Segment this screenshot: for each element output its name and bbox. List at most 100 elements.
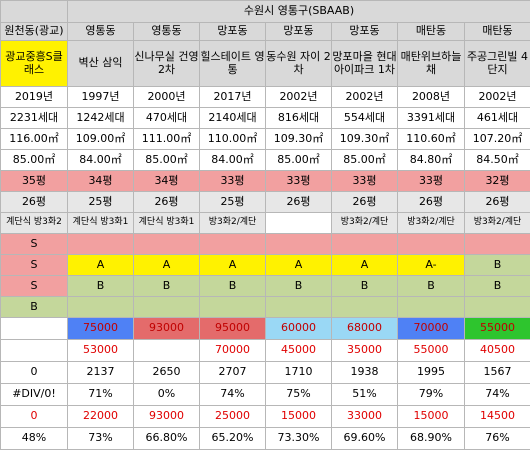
- ratio-cell[interactable]: 73%: [67, 427, 134, 450]
- grade-cell[interactable]: B: [133, 275, 200, 297]
- per-pyeong-cell[interactable]: 0: [0, 361, 68, 384]
- structure-cell[interactable]: 계단식 방3화1: [67, 212, 134, 234]
- ratio-cell[interactable]: #DIV/0!: [0, 383, 68, 406]
- household-cell[interactable]: 816세대: [265, 107, 332, 129]
- grade-cell[interactable]: [67, 296, 134, 318]
- gap-cell[interactable]: 93000: [133, 405, 200, 428]
- supply-pyeong-cell[interactable]: 34평: [133, 170, 200, 192]
- grade-cell[interactable]: [464, 296, 530, 318]
- structure-cell[interactable]: 방3화2/계단: [464, 212, 530, 234]
- jeonse-price-cell[interactable]: 35000: [331, 339, 398, 362]
- ratio-cell[interactable]: 73.30%: [265, 427, 332, 450]
- grade-cell[interactable]: A: [265, 254, 332, 276]
- jeonse-price-cell[interactable]: 70000: [199, 339, 266, 362]
- sale-price-cell[interactable]: 75000: [67, 317, 134, 340]
- exclusive-pyeong-cell[interactable]: 26평: [464, 191, 530, 213]
- sale-price-cell[interactable]: 68000: [331, 317, 398, 340]
- ratio-cell[interactable]: 75%: [265, 383, 332, 406]
- supply-area-cell[interactable]: 107.20㎡: [464, 128, 530, 150]
- exclusive-pyeong-cell[interactable]: 25평: [199, 191, 266, 213]
- year-cell[interactable]: 2002년: [331, 86, 398, 108]
- year-cell[interactable]: 2000년: [133, 86, 200, 108]
- household-cell[interactable]: 554세대: [331, 107, 398, 129]
- jeonse-price-cell[interactable]: 45000: [265, 339, 332, 362]
- year-cell[interactable]: 2002년: [265, 86, 332, 108]
- per-pyeong-cell[interactable]: 1995: [397, 361, 465, 384]
- apartment-name-cell[interactable]: 벽산 삼익: [67, 40, 134, 87]
- supply-pyeong-cell[interactable]: 33평: [265, 170, 332, 192]
- exclusive-area-cell[interactable]: 85.00㎡: [331, 149, 398, 171]
- supply-area-cell[interactable]: 109.30㎡: [265, 128, 332, 150]
- jeonse-price-cell[interactable]: 53000: [67, 339, 134, 362]
- gap-cell[interactable]: 22000: [67, 405, 134, 428]
- grade-cell[interactable]: S: [0, 233, 68, 255]
- ratio-cell[interactable]: 48%: [0, 427, 68, 450]
- per-pyeong-cell[interactable]: 2650: [133, 361, 200, 384]
- exclusive-pyeong-cell[interactable]: 25평: [67, 191, 134, 213]
- sale-price-cell[interactable]: 70000: [397, 317, 465, 340]
- grade-cell[interactable]: A: [133, 254, 200, 276]
- region-cell[interactable]: 영통동: [67, 22, 134, 41]
- grade-cell[interactable]: [133, 233, 200, 255]
- sale-price-cell[interactable]: 93000: [133, 317, 200, 340]
- exclusive-area-cell[interactable]: 85.00㎡: [0, 149, 68, 171]
- household-cell[interactable]: 3391세대: [397, 107, 465, 129]
- gap-cell[interactable]: 33000: [331, 405, 398, 428]
- supply-area-cell[interactable]: 109.30㎡: [331, 128, 398, 150]
- exclusive-pyeong-cell[interactable]: 26평: [0, 191, 68, 213]
- grade-cell[interactable]: B: [67, 275, 134, 297]
- ratio-cell[interactable]: 68.90%: [397, 427, 465, 450]
- ratio-cell[interactable]: 76%: [464, 427, 530, 450]
- supply-area-cell[interactable]: 111.00㎡: [133, 128, 200, 150]
- household-cell[interactable]: 461세대: [464, 107, 530, 129]
- gap-cell[interactable]: 25000: [199, 405, 266, 428]
- grade-cell[interactable]: [397, 296, 465, 318]
- sale-price-cell[interactable]: [0, 317, 68, 340]
- supply-area-cell[interactable]: 110.60㎡: [397, 128, 465, 150]
- grade-cell[interactable]: [464, 233, 530, 255]
- per-pyeong-cell[interactable]: 2707: [199, 361, 266, 384]
- household-cell[interactable]: 2231세대: [0, 107, 68, 129]
- household-cell[interactable]: 1242세대: [67, 107, 134, 129]
- sale-price-cell[interactable]: 55000: [464, 317, 530, 340]
- supply-pyeong-cell[interactable]: 33평: [199, 170, 266, 192]
- supply-pyeong-cell[interactable]: 33평: [331, 170, 398, 192]
- apartment-name-cell[interactable]: 광교중흥S클래스: [0, 40, 68, 87]
- grade-cell[interactable]: [397, 233, 465, 255]
- structure-cell[interactable]: [265, 212, 332, 234]
- title-spacer-cell[interactable]: [0, 0, 68, 23]
- exclusive-pyeong-cell[interactable]: 26평: [133, 191, 200, 213]
- apartment-name-cell[interactable]: 매탄위브하늘채: [397, 40, 465, 87]
- per-pyeong-cell[interactable]: 1938: [331, 361, 398, 384]
- region-cell[interactable]: 매탄동: [397, 22, 465, 41]
- year-cell[interactable]: 1997년: [67, 86, 134, 108]
- grade-cell[interactable]: [199, 233, 266, 255]
- exclusive-area-cell[interactable]: 85.00㎡: [265, 149, 332, 171]
- ratio-cell[interactable]: 69.60%: [331, 427, 398, 450]
- exclusive-area-cell[interactable]: 84.00㎡: [67, 149, 134, 171]
- apartment-name-cell[interactable]: 주공그린빌 4단지: [464, 40, 530, 87]
- household-cell[interactable]: 2140세대: [199, 107, 266, 129]
- apartment-name-cell[interactable]: 망포마을 현대아이파크 1차: [331, 40, 398, 87]
- supply-area-cell[interactable]: 110.00㎡: [199, 128, 266, 150]
- grade-cell[interactable]: [331, 296, 398, 318]
- year-cell[interactable]: 2017년: [199, 86, 266, 108]
- gap-cell[interactable]: 15000: [397, 405, 465, 428]
- exclusive-area-cell[interactable]: 84.80㎡: [397, 149, 465, 171]
- grade-cell[interactable]: [265, 233, 332, 255]
- ratio-cell[interactable]: 74%: [199, 383, 266, 406]
- jeonse-price-cell[interactable]: 40500: [464, 339, 530, 362]
- ratio-cell[interactable]: 66.80%: [133, 427, 200, 450]
- household-cell[interactable]: 470세대: [133, 107, 200, 129]
- grade-cell[interactable]: A: [67, 254, 134, 276]
- structure-cell[interactable]: 계단식 방3화1: [133, 212, 200, 234]
- per-pyeong-cell[interactable]: 1567: [464, 361, 530, 384]
- grade-cell[interactable]: B: [397, 275, 465, 297]
- structure-cell[interactable]: 방3화2/계단: [199, 212, 266, 234]
- ratio-cell[interactable]: 65.20%: [199, 427, 266, 450]
- region-cell[interactable]: 망포동: [265, 22, 332, 41]
- grade-cell[interactable]: [331, 233, 398, 255]
- ratio-cell[interactable]: 74%: [464, 383, 530, 406]
- grade-cell[interactable]: B: [265, 275, 332, 297]
- exclusive-pyeong-cell[interactable]: 26평: [397, 191, 465, 213]
